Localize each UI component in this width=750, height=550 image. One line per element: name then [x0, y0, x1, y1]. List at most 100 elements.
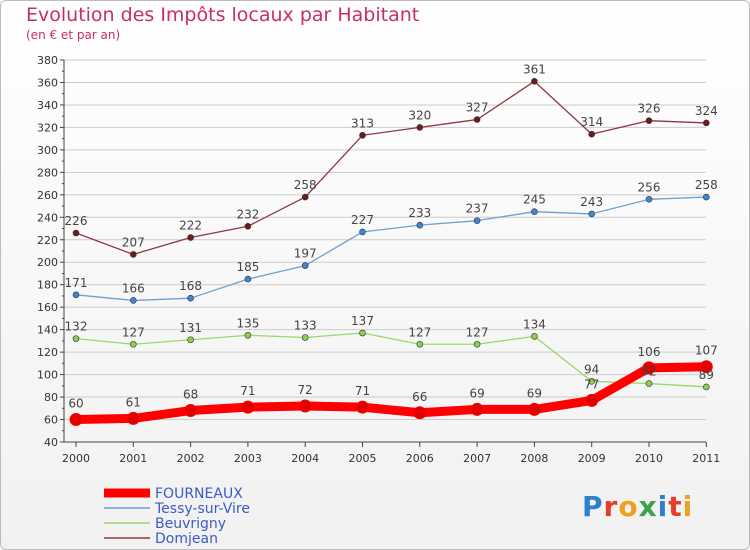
legend-label: Domjean: [155, 531, 218, 547]
x-tick-label: 2010: [635, 452, 663, 465]
data-point-FOURNEAUX-2002: [184, 404, 198, 418]
x-tick-label: 2003: [234, 452, 262, 465]
data-label: 89: [699, 368, 714, 382]
logo-letter: i: [682, 490, 694, 523]
data-point-Beuvrigny-2006: [416, 340, 424, 348]
data-point-FOURNEAUX-2004: [298, 399, 312, 413]
data-label: 314: [580, 115, 603, 129]
data-point-Beuvrigny-2001: [130, 340, 137, 348]
data-label: 68: [183, 388, 198, 402]
data-label: 94: [584, 362, 599, 376]
data-point-FOURNEAUX-2000: [69, 413, 83, 427]
data-label: 171: [65, 276, 88, 290]
x-tick-label: 2006: [406, 452, 434, 465]
series-line-Beuvrigny: [75, 332, 707, 388]
y-tick-label: 60: [44, 414, 58, 427]
x-tick-label: 2008: [520, 452, 548, 465]
data-label: 243: [580, 195, 603, 209]
data-point-Beuvrigny-2005: [359, 329, 366, 337]
y-tick-label: 120: [37, 346, 58, 359]
logo-letter: i: [657, 490, 669, 523]
data-label: 132: [65, 320, 88, 334]
chart-title: Evolution des Impôts locaux par Habitant: [26, 4, 420, 26]
data-point-Beuvrigny-2011: [702, 383, 710, 391]
proxiti-logo: Proxiti: [582, 490, 693, 523]
data-point-Beuvrigny-2004: [301, 334, 309, 341]
logo-letter: P: [582, 490, 604, 523]
data-point-FOURNEAUX-2008: [527, 402, 541, 416]
data-label: 127: [466, 325, 489, 339]
data-label: 61: [126, 395, 141, 409]
series-line-Tessy-sur-Vire: [75, 196, 707, 302]
data-label: 166: [122, 281, 145, 295]
data-label: 127: [122, 325, 145, 339]
x-tick-label: 2007: [463, 452, 491, 465]
legend-label: FOURNEAUX: [155, 486, 243, 502]
data-label: 237: [466, 202, 489, 216]
data-label: 107: [695, 344, 718, 358]
y-tick-label: 380: [37, 54, 58, 67]
y-tick-label: 260: [37, 189, 58, 202]
data-label: 207: [122, 235, 145, 249]
data-label: 71: [355, 384, 370, 398]
x-tick-label: 2002: [177, 452, 205, 465]
data-label: 320: [408, 108, 431, 122]
data-point-Tessy-sur-Vire-2004: [301, 262, 309, 269]
data-point-FOURNEAUX-2009: [585, 393, 599, 407]
axes: 40 60 80 100 120 140 160 180 200 220 240 260 280 300 3…: [37, 54, 720, 465]
data-label: 197: [294, 247, 317, 261]
data-point-FOURNEAUX-2005: [356, 400, 369, 414]
data-point-Tessy-sur-Vire-2002: [187, 294, 194, 302]
data-point-Beuvrigny-2008: [531, 333, 538, 340]
data-point-Domjean-2004: [301, 193, 309, 201]
legend-label: Beuvrigny: [155, 516, 226, 532]
data-point-Domjean-2005: [359, 131, 366, 139]
data-label: 185: [236, 260, 259, 274]
data-point-Domjean-2010: [645, 117, 653, 124]
data-point-Domjean-2011: [702, 119, 710, 127]
data-label: 258: [695, 178, 718, 192]
data-label: 77: [584, 377, 599, 391]
y-tick-label: 320: [37, 121, 58, 134]
data-point-Tessy-sur-Vire-2007: [473, 217, 481, 224]
data-label: 168: [179, 279, 202, 293]
data-point-Domjean-2007: [473, 116, 481, 123]
data-point-Tessy-sur-Vire-2000: [72, 291, 80, 299]
chart-subtitle: (en € et par an): [26, 28, 121, 42]
data-point-FOURNEAUX-2011: [699, 360, 713, 374]
data-label: 127: [408, 325, 431, 339]
x-tick-label: 2011: [692, 452, 720, 465]
data-point-FOURNEAUX-2006: [413, 406, 427, 420]
data-point-Beuvrigny-2000: [72, 335, 80, 342]
data-point-Domjean-2003: [244, 222, 252, 230]
data-point-Beuvrigny-2007: [473, 340, 481, 348]
data-point-Tessy-sur-Vire-2011: [702, 193, 710, 201]
data-label: 135: [236, 316, 259, 330]
data-label: 69: [527, 386, 542, 400]
series-lines: [69, 78, 713, 427]
y-tick-label: 280: [37, 166, 58, 179]
data-point-Tessy-sur-Vire-2006: [416, 221, 424, 229]
data-point-Beuvrigny-2010: [645, 380, 653, 387]
data-label: 137: [351, 314, 374, 328]
data-label: 327: [466, 101, 489, 115]
y-tick-label: 220: [37, 234, 58, 247]
data-label: 324: [695, 104, 718, 118]
data-label: 226: [65, 214, 88, 228]
data-point-Domjean-2008: [531, 78, 538, 85]
data-point-Tessy-sur-Vire-2008: [531, 208, 538, 215]
logo-letter: x: [638, 490, 658, 523]
series-line-FOURNEAUX: [71, 362, 711, 425]
x-tick-label: 2005: [349, 452, 377, 465]
data-point-Domjean-2000: [72, 229, 80, 237]
x-tick-label: 2004: [291, 452, 319, 465]
data-point-FOURNEAUX-2001: [126, 411, 140, 425]
data-label: 227: [351, 213, 374, 227]
data-label: 133: [294, 319, 317, 333]
data-point-Domjean-2001: [130, 251, 137, 258]
data-label: 361: [523, 62, 546, 76]
data-point-Beuvrigny-2003: [244, 331, 252, 339]
data-label: 71: [240, 384, 255, 398]
